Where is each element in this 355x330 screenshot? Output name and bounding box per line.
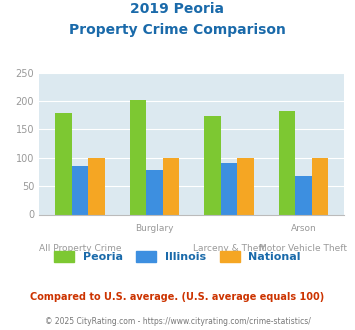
Bar (163, 158, 179, 214)
Text: 2019 Peoria: 2019 Peoria (131, 2, 224, 16)
Text: Motor Vehicle Theft: Motor Vehicle Theft (260, 244, 348, 253)
Bar (88, 158, 105, 214)
Bar (221, 163, 237, 214)
Text: All Property Crime: All Property Crime (39, 244, 121, 253)
Text: Arson: Arson (290, 224, 316, 233)
Bar (130, 100, 146, 214)
Bar (72, 166, 88, 214)
Bar (204, 116, 221, 214)
Bar (279, 111, 295, 214)
Text: Burglary: Burglary (135, 224, 174, 233)
Text: Compared to U.S. average. (U.S. average equals 100): Compared to U.S. average. (U.S. average … (31, 292, 324, 302)
Text: © 2025 CityRating.com - https://www.cityrating.com/crime-statistics/: © 2025 CityRating.com - https://www.city… (45, 317, 310, 326)
Text: Larceny & Theft: Larceny & Theft (193, 244, 265, 253)
Bar (146, 170, 163, 214)
Bar (55, 114, 72, 214)
Bar (295, 177, 312, 214)
Text: Property Crime Comparison: Property Crime Comparison (69, 23, 286, 37)
Bar (312, 158, 328, 214)
Bar (237, 158, 253, 214)
Legend: Peoria, Illinois, National: Peoria, Illinois, National (50, 247, 305, 267)
